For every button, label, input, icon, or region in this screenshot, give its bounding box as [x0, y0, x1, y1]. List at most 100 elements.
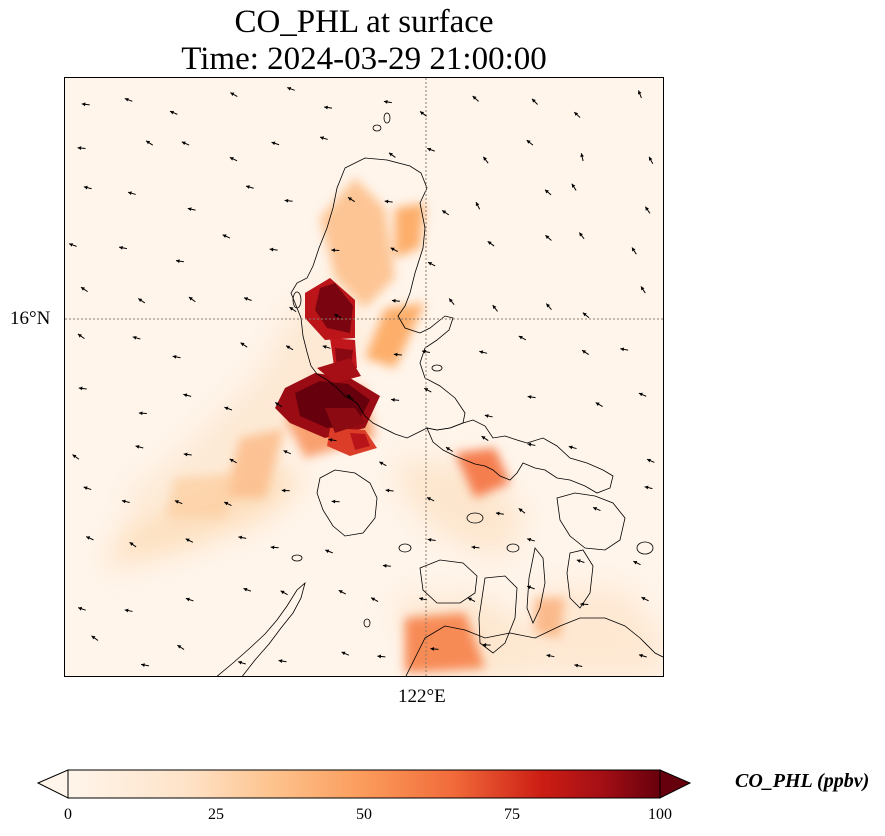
wind-arrow-head: [531, 98, 536, 103]
plume-medium: [165, 178, 565, 673]
wind-arrow-head: [284, 198, 289, 203]
wind-arrow-head: [269, 247, 274, 252]
wind-arrow-head: [482, 643, 487, 647]
wind-arrow-head: [639, 653, 643, 658]
wind-arrow-head: [331, 499, 336, 504]
wind-arrow-head: [467, 597, 472, 602]
wind-arrow-head: [420, 111, 425, 116]
wind-arrow-head: [580, 153, 584, 158]
wind-arrow-head: [334, 314, 339, 318]
gridlines: [65, 78, 663, 676]
wind-arrow-head: [183, 452, 188, 457]
wind-arrow-head: [129, 542, 134, 546]
wind-arrow-head: [644, 485, 649, 490]
wind-arrow-head: [224, 501, 229, 506]
wind-arrow-head: [382, 563, 387, 568]
latitude-label: 16°N: [10, 308, 51, 329]
islet: [506, 543, 520, 553]
plot-title-line1: CO_PHL at surface: [234, 4, 494, 40]
wind-arrow-head: [419, 597, 424, 601]
wind-arrow-head: [119, 245, 123, 250]
wind-arrow-head: [393, 352, 398, 357]
wind-arrow-head: [69, 243, 73, 247]
concentration-field: [105, 178, 663, 676]
wind-arrow-head: [472, 96, 477, 100]
colorbar-tick: 0: [64, 806, 72, 823]
coast-negros: [478, 575, 518, 654]
islet: [431, 364, 443, 372]
wind-arrow-head: [424, 388, 429, 392]
wind-arrow-head: [487, 241, 492, 245]
coast-cebu: [526, 547, 546, 625]
wind-arrow-head: [449, 298, 453, 303]
wind-arrow-head: [135, 445, 140, 449]
colorbar-tick: 50: [356, 806, 372, 823]
coast-panay: [419, 559, 478, 604]
wind-arrow-head: [645, 206, 649, 211]
wind-arrow-head: [427, 537, 432, 542]
wind-arrow-head: [595, 402, 600, 406]
wind-arrow-head: [475, 202, 480, 207]
coast-luzon-south: [426, 419, 614, 494]
coastlines: [216, 112, 663, 676]
wind-arrow-head: [325, 549, 330, 554]
wind-arrow-head: [230, 92, 235, 96]
wind-arrow-head: [245, 185, 250, 189]
wind-arrow-head: [427, 147, 432, 152]
wind-arrow-head: [320, 136, 324, 140]
wind-arrow-head: [579, 232, 583, 237]
wind-arrow-head: [391, 397, 395, 402]
wind-arrow-head: [341, 651, 346, 656]
wind-arrow-head: [86, 536, 91, 540]
wind-arrow-head: [283, 450, 288, 454]
wind-arrow-head: [124, 608, 129, 613]
islet: [292, 291, 302, 309]
wind-arrow-head: [83, 185, 88, 190]
wind-arrow-head: [390, 247, 395, 252]
wind-arrow-head: [633, 561, 638, 565]
wind-arrow-head: [183, 393, 188, 398]
wind-arrow-head: [647, 458, 651, 463]
wind-arrow-head: [138, 298, 143, 303]
wind-arrow-head: [78, 386, 83, 391]
wind-arrow-head: [286, 345, 291, 350]
wind-arrow-head: [146, 140, 151, 145]
wind-arrow-head: [331, 248, 335, 253]
wind-arrow-head: [445, 447, 450, 451]
wind-arrow-head: [580, 602, 584, 607]
wind-arrow-head: [471, 545, 476, 550]
wind-arrow-head: [78, 606, 83, 611]
wind-arrow-head: [379, 461, 384, 466]
wind-arrow-head: [649, 156, 653, 161]
wind-arrow-head: [495, 511, 500, 516]
wind-arrow-head: [422, 349, 426, 354]
wind-arrow-head: [527, 585, 532, 590]
wind-arrow-head: [430, 647, 435, 651]
wind-arrow-head: [185, 597, 190, 602]
wind-arrow-head: [175, 259, 180, 264]
wind-arrow-head: [141, 663, 145, 667]
wind-arrow-head: [593, 507, 598, 511]
wind-arrow-head: [391, 298, 396, 303]
wind-arrow-head: [289, 307, 294, 311]
wind-arrow-head: [544, 189, 549, 194]
wind-arrow-head: [483, 156, 487, 161]
colorbar-tick: 25: [208, 806, 224, 823]
coast-palawan: [216, 581, 306, 676]
wind-arrow-head: [281, 488, 286, 493]
wind-arrow-head: [637, 90, 642, 95]
islet: [363, 618, 371, 628]
coast-mindanao: [405, 617, 663, 676]
wind-arrow-head: [571, 183, 576, 188]
wind-arrow-head: [582, 350, 587, 354]
wind-arrow-head: [426, 497, 431, 501]
islet: [636, 541, 654, 555]
colorbar-label: CO_PHL (ppbv): [735, 770, 870, 792]
wind-arrow-head: [527, 395, 532, 399]
wind-arrow-head: [371, 597, 376, 602]
plume-core: [275, 278, 380, 456]
colorbar: [36, 769, 692, 799]
wind-arrow-head: [271, 141, 276, 146]
wind-arrow-head: [638, 392, 643, 397]
wind-arrow-head: [428, 262, 433, 266]
